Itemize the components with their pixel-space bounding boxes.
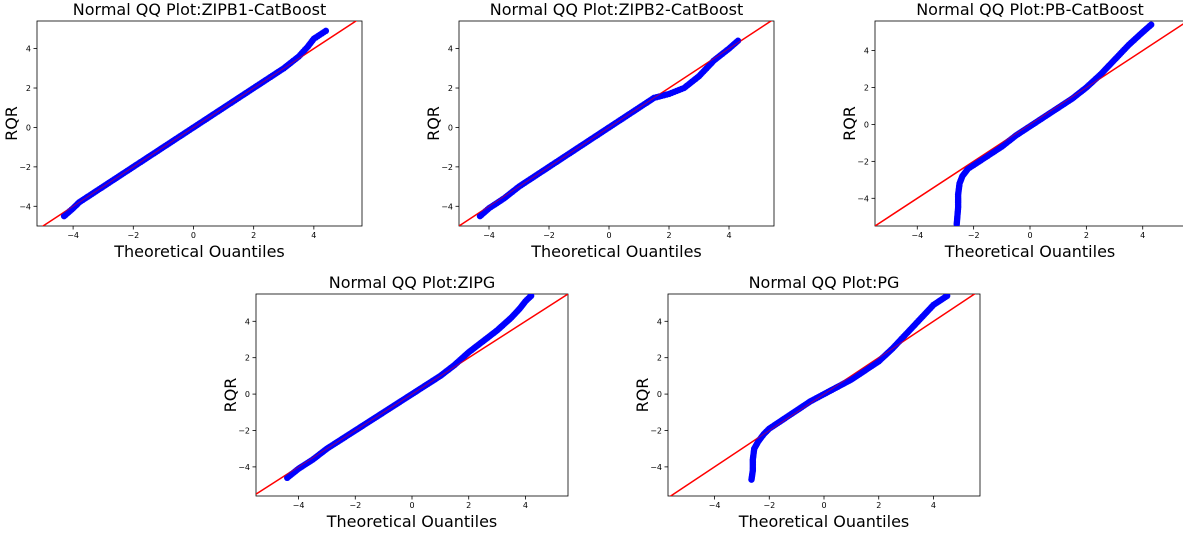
x-axis-label: Theoretical Ouantiles: [326, 512, 498, 531]
x-tick-label: −4: [67, 231, 79, 240]
x-axis-label: Theoretical Ouantiles: [530, 242, 702, 261]
x-tick-label: 2: [466, 501, 471, 510]
y-tick-label: 2: [864, 83, 869, 92]
y-tick-label: 4: [657, 317, 662, 326]
qq-points: [284, 294, 535, 482]
x-tick-label: −2: [968, 231, 980, 240]
y-tick-label: −4: [238, 463, 250, 472]
y-tick-label: 0: [26, 123, 31, 132]
plot-title: Normal QQ Plot:PB-CatBoost: [916, 0, 1144, 19]
qq-point: [322, 27, 330, 35]
y-axis-label: RQR: [221, 378, 240, 413]
qq-point: [734, 37, 742, 44]
x-tick-label: −2: [127, 231, 139, 240]
y-tick-label: 4: [864, 47, 869, 56]
y-tick-label: 0: [245, 390, 250, 399]
x-tick-label: 0: [1027, 231, 1032, 240]
x-tick-label: −4: [293, 501, 305, 510]
y-tick-label: 2: [245, 354, 250, 363]
x-tick-label: −2: [349, 501, 361, 510]
x-axis-label: Theoretical Ouantiles: [113, 242, 285, 261]
axes-frame: [458, 20, 775, 227]
x-tick-label: −4: [709, 501, 721, 510]
y-tick-label: 2: [448, 84, 453, 93]
qq-panel-zipg: −4 −2 0 2 4 −4 −2 0 2 4 Normal QQ Plot:ZIPG Theoret…: [221, 273, 569, 531]
y-axis-label: RQR: [840, 106, 859, 141]
y-tick-label: −2: [19, 163, 31, 172]
x-tick-label: 4: [726, 231, 731, 240]
y-tick-label: 2: [26, 84, 31, 93]
x-tick-label: 0: [191, 231, 196, 240]
qq-points: [476, 37, 742, 220]
reference-line-overlay: [875, 23, 1183, 226]
y-tick-label: 4: [245, 317, 250, 326]
qq-points: [953, 21, 1155, 226]
qq-point: [943, 294, 951, 300]
reference-line-overlay: [256, 294, 568, 495]
y-tick-label: −4: [857, 194, 869, 203]
x-tick-label: 4: [523, 501, 528, 510]
x-tick-label: 4: [931, 501, 936, 510]
plot-title: Normal QQ Plot:ZIPB1-CatBoost: [73, 0, 326, 19]
plot-title: Normal QQ Plot:ZIPB2-CatBoost: [490, 0, 743, 19]
x-tick-label: −4: [911, 231, 923, 240]
x-tick-label: 2: [251, 231, 256, 240]
x-tick-label: −2: [763, 501, 775, 510]
qq-panel-pb-catboost: −4 −2 0 2 4 −4 −2 0 2 4 Normal QQ Plot:PB-CatBoost…: [840, 0, 1183, 261]
qq-panel-pg: −4 −2 0 2 4 −4 −2 0 2 4 Normal QQ Plot:PG Theoretic…: [633, 273, 981, 531]
qq-panel-zipb2-catboost: −4 −2 0 2 4 −4 −2 0 2 4 Normal QQ Plot:ZIPB2-CatBo…: [424, 0, 775, 261]
x-tick-label: 0: [409, 501, 414, 510]
y-axis-label: RQR: [633, 378, 652, 413]
x-tick-label: 0: [821, 501, 826, 510]
plot-title: Normal QQ Plot:ZIPG: [329, 273, 496, 292]
y-tick-label: −2: [441, 163, 453, 172]
y-tick-label: 4: [448, 45, 453, 54]
qq-point: [1147, 21, 1155, 28]
x-tick-label: −4: [483, 231, 495, 240]
x-tick-label: 0: [606, 231, 611, 240]
y-tick-label: −4: [650, 463, 662, 472]
y-tick-label: 4: [26, 45, 31, 54]
y-tick-label: −2: [650, 426, 662, 435]
plot-title: Normal QQ Plot:PG: [749, 273, 900, 292]
y-tick-label: 0: [864, 120, 869, 129]
x-tick-label: 2: [666, 231, 671, 240]
x-axis-label: Theoretical Ouantiles: [944, 242, 1116, 261]
y-tick-label: 0: [657, 390, 662, 399]
reference-line-overlay: [669, 294, 976, 496]
y-tick-label: 2: [657, 354, 662, 363]
y-axis-label: RQR: [2, 106, 21, 141]
y-tick-label: −2: [857, 157, 869, 166]
x-axis-label: Theoretical Ouantiles: [738, 512, 910, 531]
x-tick-label: 2: [876, 501, 881, 510]
y-axis-label: RQR: [424, 106, 443, 141]
qq-panel-zipb1-catboost: −4 −2 0 2 4 −4 −2 0 2 4 Normal QQ Plot:ZIPB1-CatBo…: [2, 0, 363, 261]
axes-frame: [36, 20, 363, 227]
reference-line-overlay: [459, 21, 772, 226]
qq-points: [748, 294, 951, 483]
y-tick-label: −4: [19, 202, 31, 211]
qq-points: [60, 27, 330, 220]
reference-line-overlay: [42, 21, 357, 226]
qq-point: [527, 294, 535, 300]
x-tick-label: 4: [311, 231, 316, 240]
y-tick-label: −4: [441, 202, 453, 211]
x-tick-label: −2: [543, 231, 555, 240]
y-tick-label: −2: [238, 426, 250, 435]
x-tick-label: 2: [1084, 231, 1089, 240]
x-tick-label: 4: [1140, 231, 1145, 240]
y-tick-label: 0: [448, 123, 453, 132]
